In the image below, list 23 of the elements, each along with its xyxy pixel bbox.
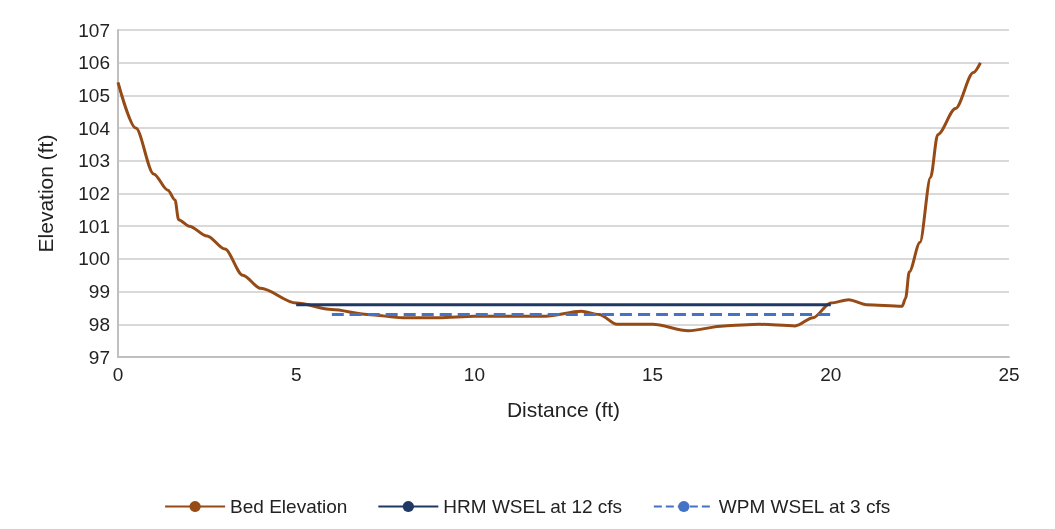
y-tick-label: 104 [78, 117, 111, 139]
y-tick-label: 106 [78, 52, 110, 74]
y-axis-title: Elevation (ft) [34, 134, 57, 253]
y-tick-label: 102 [78, 183, 110, 204]
x-axis-title: Distance (ft) [506, 398, 621, 421]
legend-label: WPM WSEL at 3 cfs [718, 496, 891, 517]
y-tick-label: 99 [88, 281, 110, 303]
legend-label: HRM WSEL at 12 cfs [443, 496, 623, 517]
y-tick-label: 97 [88, 346, 110, 368]
line-series [116, 61, 982, 333]
legend-label: Bed Elevation [230, 496, 348, 517]
y-tick-label: 105 [78, 84, 110, 106]
y-tick-label: 100 [78, 248, 110, 270]
x-tick-label: 15 [642, 364, 664, 385]
x-tick-label: 10 [463, 364, 485, 385]
x-tick-label: 5 [290, 364, 302, 385]
x-tick-label: 25 [998, 364, 1020, 385]
y-tick-label: 98 [88, 313, 110, 335]
x-tick-label: 0 [112, 364, 124, 385]
y-tick-label: 103 [78, 150, 110, 172]
x-tick-label: 20 [820, 364, 842, 385]
y-tick-label: 107 [78, 19, 110, 41]
y-tick-label: 101 [78, 215, 110, 237]
